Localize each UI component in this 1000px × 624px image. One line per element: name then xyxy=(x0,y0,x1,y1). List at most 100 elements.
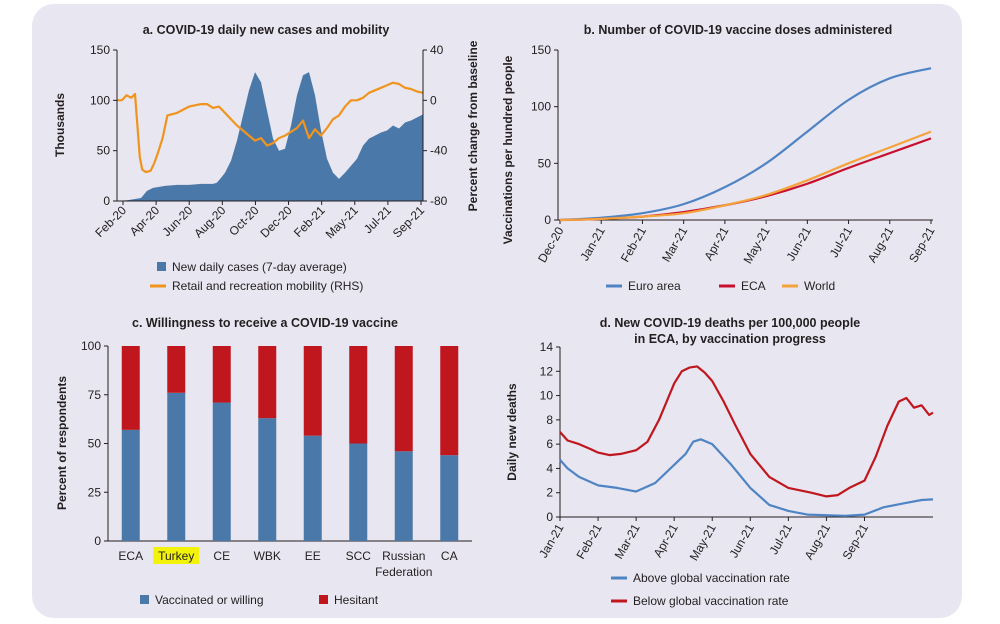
panel-b-xtick-label: Apr-21 xyxy=(701,224,731,262)
series-line-world xyxy=(559,130,932,222)
panel-d-xtick-label: Aug-21 xyxy=(802,521,834,562)
panel-a-ytick-label: 50 xyxy=(97,144,111,158)
panel-b-xtick-label: Jun-21 xyxy=(783,224,814,263)
panel-d-legend: Above global vaccination rate Below glob… xyxy=(611,571,790,608)
legend-label-willing: Vaccinated or willing xyxy=(155,593,264,607)
panel-a-ytick-label: 100 xyxy=(90,93,110,107)
panel-b-chart: b. Number of COVID-19 vaccine doses admi… xyxy=(501,23,938,293)
panel-b-xtick-label: Feb-21 xyxy=(618,224,649,264)
bar-willing xyxy=(394,451,413,541)
panel-a-xtick-label: Feb-21 xyxy=(291,203,328,240)
panel-a-ytick-right-label: 40 xyxy=(430,43,444,57)
panel-d-ytick-label: 12 xyxy=(540,364,554,378)
panel-b-xtick-label: May-21 xyxy=(741,224,773,266)
bar-hesitant xyxy=(349,346,368,444)
panel-c-ytick-label: 25 xyxy=(88,485,102,499)
panel-a-xtick-label: May-21 xyxy=(323,203,361,241)
panel-a-xtick-label: Jun-20 xyxy=(159,203,195,239)
panel-c-ytick-label: 75 xyxy=(88,388,102,402)
panel-a-ytick-label: 0 xyxy=(103,194,110,208)
panel-a-xtick-label: Sep-21 xyxy=(390,203,427,240)
panel-d-xtick-label: Jan-21 xyxy=(536,521,567,560)
panel-d-ytick-label: 8 xyxy=(546,413,553,427)
panel-d-title: d. New COVID-19 deaths per 100,000 peopl… xyxy=(600,316,861,330)
legend-label-below: Below global vaccination rate xyxy=(633,594,789,608)
panel-c-ytick-label: 100 xyxy=(81,339,101,353)
panel-a-ytick-right-label: -80 xyxy=(430,194,448,208)
panel-a-title: a. COVID-19 daily new cases and mobility xyxy=(143,23,390,37)
panel-b-title: b. Number of COVID-19 vaccine doses admi… xyxy=(584,23,892,37)
legend-label-eca: ECA xyxy=(741,279,766,293)
panel-d-xtick-label: May-21 xyxy=(687,521,719,563)
panel-c-category-label: Russian xyxy=(382,549,425,563)
legend-label-cases: New daily cases (7-day average) xyxy=(172,260,347,274)
panel-d-xtick-label: Mar-21 xyxy=(612,521,643,561)
legend-swatch-hesitant xyxy=(319,595,328,604)
panel-a-ytick-label: 150 xyxy=(90,43,110,57)
panel-b-xtick-label: Aug-21 xyxy=(865,224,897,265)
panel-d-xtick-label: Jun-21 xyxy=(726,521,757,560)
panel-b-xtick-label: Mar-21 xyxy=(659,224,690,264)
panel-b-ytick-label: 150 xyxy=(531,43,551,57)
panel-d-chart: d. New COVID-19 deaths per 100,000 peopl… xyxy=(505,316,934,608)
bar-willing xyxy=(212,402,231,541)
panel-a-legend: New daily cases (7-day average) Retail a… xyxy=(150,260,363,293)
panel-a-ytick-right-label: -40 xyxy=(430,144,448,158)
panel-b-xtick-label: Jan-21 xyxy=(577,224,608,263)
bar-willing xyxy=(121,429,140,541)
panel-b-ylabel: Vaccinations per hundred people xyxy=(501,55,515,244)
panel-d-xtick-label: Jul-21 xyxy=(766,521,795,557)
panel-c-category-label: ECA xyxy=(118,549,143,563)
panel-d-ytick-label: 14 xyxy=(540,340,554,354)
bar-willing xyxy=(303,435,322,541)
legend-label-world: World xyxy=(804,279,835,293)
panel-b-xtick-label: Dec-20 xyxy=(535,224,567,265)
panel-b-ytick-label: 50 xyxy=(538,156,552,170)
panel-d-xtick-label: Sep-21 xyxy=(840,521,872,562)
bar-hesitant xyxy=(167,346,186,393)
panel-d-title-line2: in ECA, by vaccination progress xyxy=(634,332,826,346)
panel-a-ylabel: Thousands xyxy=(53,93,67,157)
bar-hesitant xyxy=(121,346,140,430)
figure-background xyxy=(32,4,962,618)
bar-hesitant xyxy=(303,346,322,436)
panel-c-category-label: Turkey xyxy=(158,549,194,563)
panel-a-xtick-label: Apr-20 xyxy=(127,203,163,239)
panel-a-xtick-label: Feb-20 xyxy=(92,203,129,240)
category-highlight xyxy=(153,547,200,564)
panel-d-xtick-label: Feb-21 xyxy=(574,521,605,561)
legend-label-euro-area: Euro area xyxy=(628,279,681,293)
legend-label-above: Above global vaccination rate xyxy=(633,571,790,585)
panel-d-ytick-label: 0 xyxy=(546,510,553,524)
bar-willing xyxy=(258,418,277,541)
panel-c-ytick-label: 0 xyxy=(94,534,101,548)
panel-b-ytick-label: 100 xyxy=(531,100,551,114)
bar-hesitant xyxy=(258,346,277,419)
legend-swatch-willing xyxy=(140,595,149,604)
panel-d-ylabel: Daily new deaths xyxy=(505,383,519,481)
panel-d-xtick-label: Apr-21 xyxy=(651,521,681,559)
series-new-daily-cases-area xyxy=(117,72,423,201)
series-line-eca xyxy=(559,137,932,222)
panel-a-chart: a. COVID-19 daily new cases and mobility… xyxy=(53,23,480,293)
panel-c-ytick-label: 50 xyxy=(88,437,102,451)
series-line-euro-area xyxy=(559,67,932,222)
panel-c-legend: Vaccinated or willing Hesitant xyxy=(140,593,379,607)
panel-b-ytick-label: 0 xyxy=(544,213,551,227)
legend-label-mobility: Retail and recreation mobility (RHS) xyxy=(172,279,363,293)
panel-a-ylabel-right: Percent change from baseline xyxy=(466,40,480,211)
panel-c-category-label: Federation xyxy=(375,565,432,579)
panel-a-ytick-right-label: 0 xyxy=(430,93,437,107)
panel-a-xtick-label: Aug-20 xyxy=(191,203,228,240)
series-line-above-global-vaccination-rate xyxy=(559,438,934,517)
bar-willing xyxy=(349,443,368,541)
bar-hesitant xyxy=(440,346,459,456)
panel-d-ytick-label: 4 xyxy=(546,461,553,475)
panel-c-ylabel: Percent of respondents xyxy=(55,376,69,510)
panel-c-category-label: EE xyxy=(305,549,321,563)
bar-willing xyxy=(440,455,459,541)
panel-d-ytick-label: 10 xyxy=(540,389,554,403)
panel-d-ytick-label: 6 xyxy=(546,437,553,451)
panel-b-xtick-label: Jul-21 xyxy=(827,224,856,260)
